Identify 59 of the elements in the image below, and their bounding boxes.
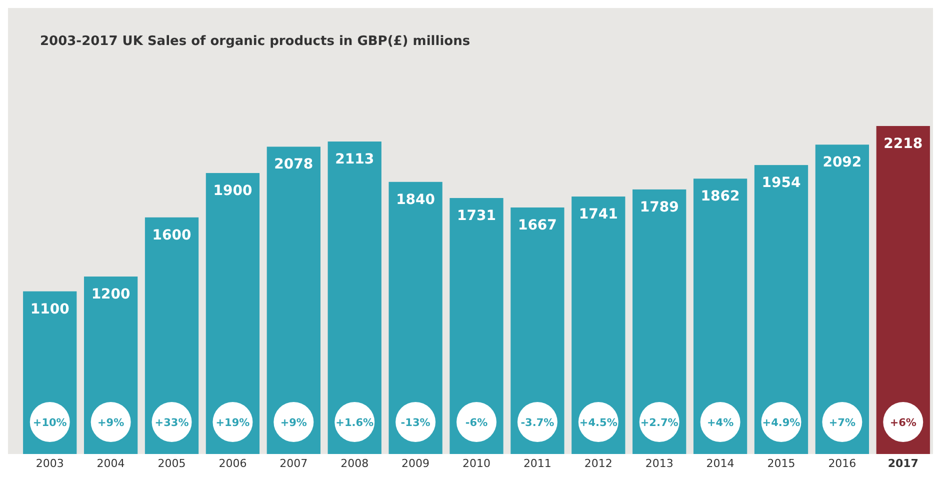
bar	[450, 198, 504, 454]
bar	[693, 178, 748, 454]
x-tick-label: 2005	[158, 457, 186, 470]
annotation: +4%	[706, 417, 734, 429]
annotation: +10%	[32, 417, 68, 429]
annotation: +4.5%	[579, 417, 618, 429]
data-label: 1100	[30, 301, 70, 318]
bar	[754, 165, 808, 454]
x-tick-label: 2015	[767, 457, 796, 470]
data-label: 2218	[884, 136, 923, 152]
bar	[266, 146, 320, 454]
x-tick-label: 2011	[523, 457, 552, 470]
x-tick-label: 2008	[340, 457, 369, 470]
bar	[510, 207, 564, 454]
annotation: +9%	[280, 417, 308, 429]
data-label: 1667	[518, 217, 557, 234]
annotation: +33%	[154, 417, 190, 429]
annotation: +6%	[890, 417, 917, 429]
data-label: 1954	[762, 175, 801, 192]
data-label: 1731	[457, 208, 496, 224]
data-label: 1741	[578, 206, 618, 223]
bar	[144, 217, 199, 454]
bar	[328, 142, 382, 454]
x-tick-label: 2014	[706, 457, 734, 470]
chart-title: 2003-2017 UK Sales of organic products in GBP(£) millions	[40, 34, 470, 49]
x-tick-label: 2010	[462, 457, 490, 470]
data-label: 1862	[700, 188, 740, 205]
annotation: +4.9%	[762, 417, 801, 429]
x-tick-label: 2003	[36, 457, 64, 470]
data-label: 2078	[274, 156, 314, 173]
annotation: +9%	[98, 417, 125, 429]
x-tick-label: 2004	[96, 457, 125, 470]
bar	[876, 126, 930, 454]
annotation: -6%	[465, 417, 488, 429]
data-label: 2092	[822, 154, 862, 171]
annotation: +1.6%	[336, 417, 374, 429]
data-label: 1200	[91, 286, 131, 303]
bar	[388, 182, 442, 454]
x-tick-label: 2017	[888, 457, 918, 470]
x-tick-label: 2007	[280, 457, 308, 470]
data-label: 1789	[640, 199, 679, 216]
x-tick-label: 2016	[828, 457, 856, 470]
annotation: +19%	[216, 417, 250, 429]
x-tick-label: 2006	[218, 457, 247, 470]
data-label: 1840	[396, 192, 436, 208]
bar	[632, 189, 686, 454]
bar	[572, 196, 626, 454]
x-tick-label: 2012	[584, 457, 612, 470]
bar	[206, 173, 260, 454]
x-tick-label: 2013	[645, 457, 674, 470]
data-label: 1600	[152, 227, 192, 244]
bar	[815, 144, 870, 454]
x-tick-label: 2009	[402, 457, 430, 470]
annotation: +2.7%	[640, 417, 679, 429]
annotation: +7%	[828, 417, 856, 429]
data-label: 2113	[335, 152, 374, 168]
data-label: 1900	[213, 183, 252, 200]
annotation: -13%	[400, 417, 431, 429]
annotation: -3.7%	[520, 417, 555, 429]
